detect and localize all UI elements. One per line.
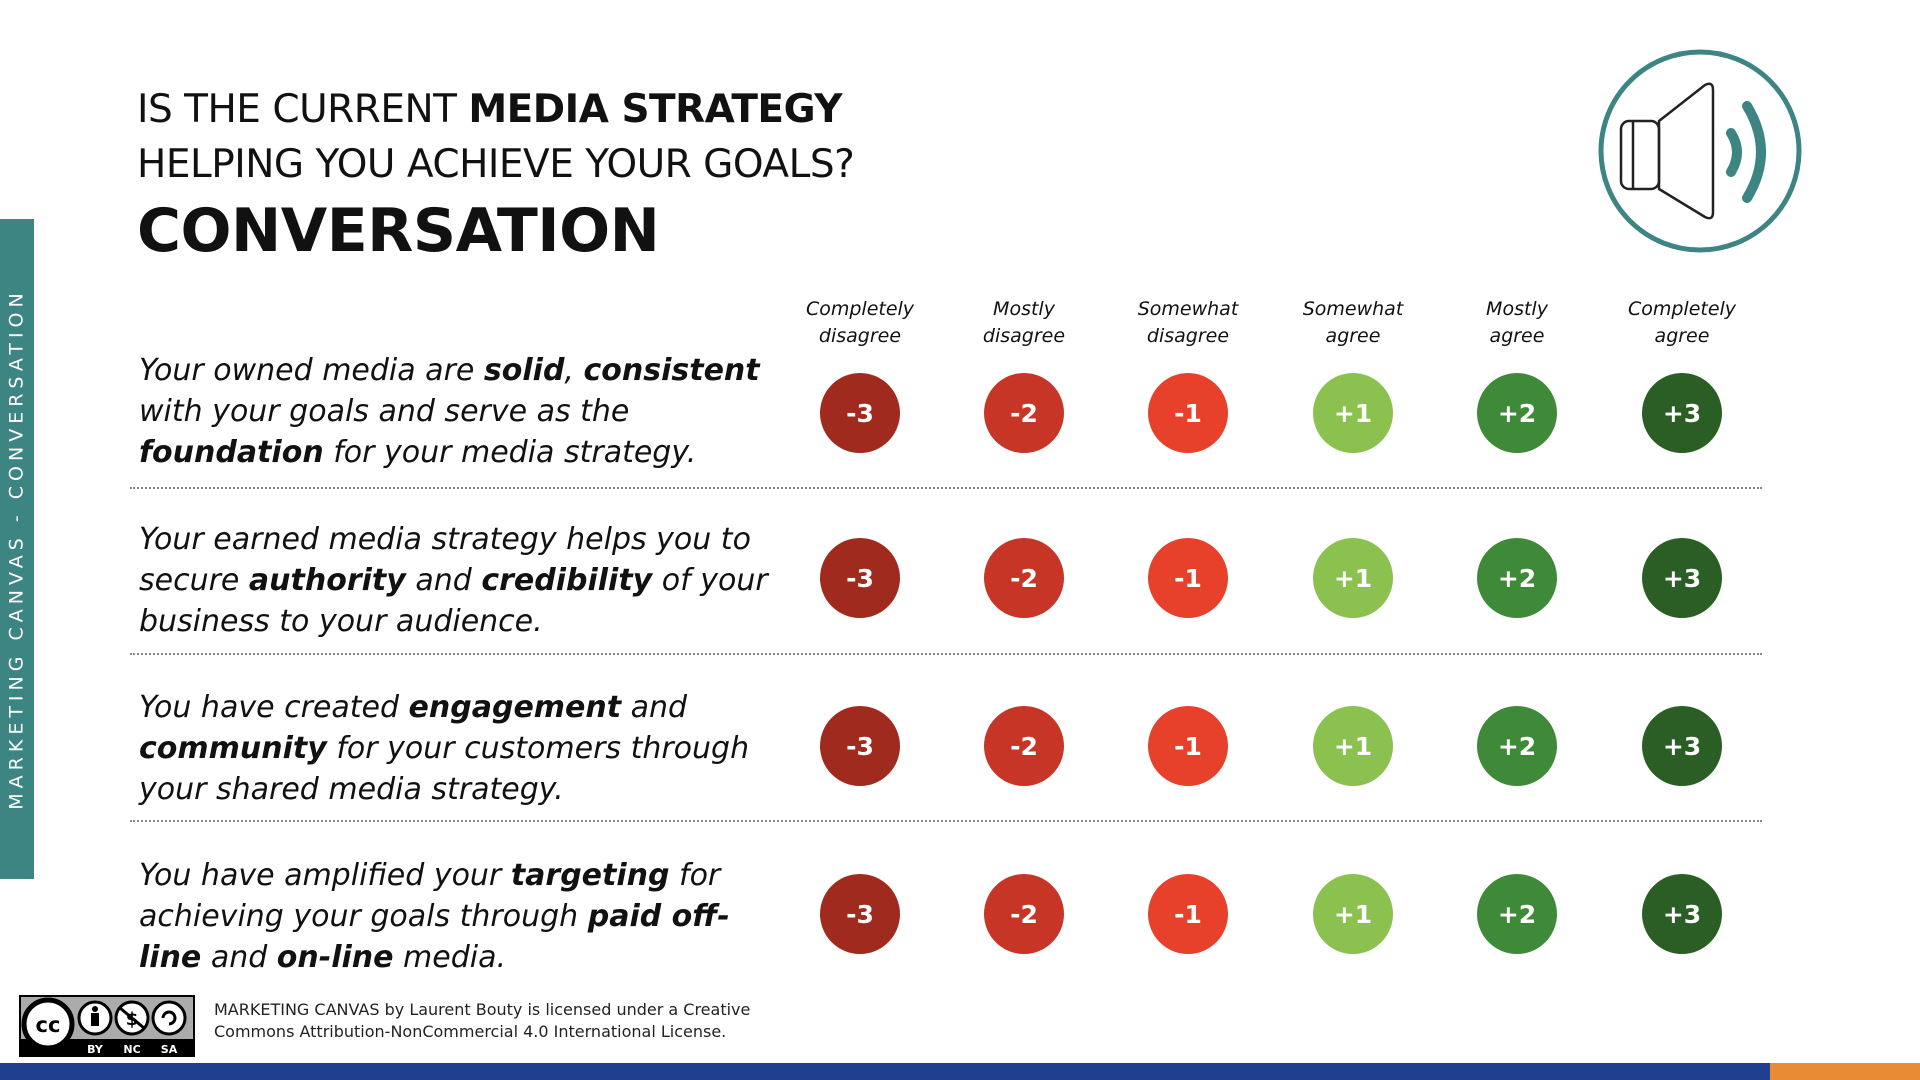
license-badge-by: BY bbox=[87, 1043, 104, 1056]
license-badge-sa: SA bbox=[161, 1043, 178, 1056]
svg-text:cc: cc bbox=[36, 1013, 61, 1037]
rating-option-minus1[interactable]: -1 bbox=[1148, 706, 1228, 786]
statement-fragment: with your goals and serve as the bbox=[139, 394, 630, 429]
title-line-2: HELPING YOU ACHIEVE YOUR GOALS? bbox=[137, 142, 855, 187]
statement-text-1: Your owned media are solid, consistent w… bbox=[139, 350, 779, 473]
scale-header-line1: Mostly bbox=[993, 298, 1055, 320]
title-line-1: IS THE CURRENT MEDIA STRATEGY bbox=[137, 82, 854, 137]
rating-option-minus2[interactable]: -2 bbox=[984, 874, 1064, 954]
footer-accent bbox=[1770, 1063, 1920, 1080]
rating-option-minus2[interactable]: -2 bbox=[984, 706, 1064, 786]
scale-header-line2: disagree bbox=[982, 325, 1066, 347]
statement-fragment: Your owned media are bbox=[139, 353, 484, 388]
title-line-1-prefix: IS THE CURRENT bbox=[137, 87, 469, 132]
rating-option-plus1[interactable]: +1 bbox=[1313, 706, 1393, 786]
rating-option-minus1[interactable]: -1 bbox=[1148, 538, 1228, 618]
statement-fragment: targeting bbox=[510, 858, 670, 893]
license-line-2: Commons Attribution-NonCommercial 4.0 In… bbox=[214, 1022, 727, 1041]
rating-option-plus2[interactable]: +2 bbox=[1477, 874, 1557, 954]
scale-header-line1: Completely bbox=[1627, 298, 1737, 320]
rating-option-plus2[interactable]: +2 bbox=[1477, 373, 1557, 453]
footer-bar bbox=[0, 1063, 1770, 1080]
speaker-volume-icon bbox=[1598, 49, 1802, 253]
statement-fragment: credibility bbox=[481, 563, 653, 598]
rating-option-minus2[interactable]: -2 bbox=[984, 538, 1064, 618]
statement-fragment: Your earned media strategy helps you to … bbox=[139, 522, 751, 598]
side-tab: MARKETING CANVAS - CONVERSATION bbox=[0, 219, 34, 879]
rating-option-plus1[interactable]: +1 bbox=[1313, 373, 1393, 453]
scale-header-row: Completely disagree Mostly disagree Somewhat… bbox=[0, 296, 1920, 352]
scale-header-line1: Completely bbox=[805, 298, 915, 320]
statement-fragment: foundation bbox=[139, 435, 324, 470]
scale-header-4: Somewhat agree bbox=[1278, 296, 1428, 350]
side-tab-label: MARKETING CANVAS - CONVERSATION bbox=[6, 288, 29, 810]
statement-fragment: consistent bbox=[583, 353, 760, 388]
rating-option-plus3[interactable]: +3 bbox=[1642, 538, 1722, 618]
scale-header-line2: agree bbox=[1654, 325, 1710, 347]
rating-option-minus1[interactable]: -1 bbox=[1148, 874, 1228, 954]
scale-header-line1: Somewhat bbox=[1137, 298, 1239, 320]
scale-header-6: Completely agree bbox=[1607, 296, 1757, 350]
statement-text-2: Your earned media strategy helps you to … bbox=[139, 519, 779, 642]
statement-fragment: community bbox=[139, 731, 327, 766]
statement-fragment: , bbox=[564, 353, 584, 388]
scale-header-line2: disagree bbox=[818, 325, 902, 347]
statement-fragment: on-line bbox=[276, 940, 394, 975]
rating-option-plus2[interactable]: +2 bbox=[1477, 538, 1557, 618]
statement-fragment: solid bbox=[483, 353, 565, 388]
rating-option-plus3[interactable]: +3 bbox=[1642, 706, 1722, 786]
statement-fragment: for your media strategy. bbox=[323, 435, 697, 470]
statement-text-4: You have amplified your targeting for ac… bbox=[139, 855, 779, 978]
scale-header-2: Mostly disagree bbox=[949, 296, 1099, 350]
statement-row-4: You have amplified your targeting for ac… bbox=[130, 855, 1762, 975]
rating-option-plus1[interactable]: +1 bbox=[1313, 538, 1393, 618]
scale-header-1: Completely disagree bbox=[785, 296, 935, 350]
license-badge-nc: NC bbox=[123, 1043, 140, 1056]
cc-by-nc-sa-icon: cc $ BY NC SA bbox=[19, 995, 195, 1057]
rating-option-plus3[interactable]: +3 bbox=[1642, 874, 1722, 954]
statement-fragment: and bbox=[405, 563, 482, 598]
statement-fragment: paid off-line bbox=[139, 899, 730, 975]
rating-option-minus3[interactable]: -3 bbox=[820, 538, 900, 618]
statement-row-2: Your earned media strategy helps you to … bbox=[130, 519, 1762, 655]
statement-fragment: of your business to your audience. bbox=[139, 563, 768, 639]
license-text: MARKETING CANVAS by Laurent Bouty is lic… bbox=[214, 999, 750, 1043]
statement-row-3: You have created engagement and communit… bbox=[130, 687, 1762, 822]
rating-option-minus3[interactable]: -3 bbox=[820, 874, 900, 954]
scale-header-line1: Mostly bbox=[1486, 298, 1548, 320]
rating-option-minus2[interactable]: -2 bbox=[984, 373, 1064, 453]
statement-row-1: Your owned media are solid, consistent w… bbox=[130, 350, 1762, 489]
scale-header-line1: Somewhat bbox=[1302, 298, 1404, 320]
statement-fragment: media. bbox=[393, 940, 507, 975]
scale-header-5: Mostly agree bbox=[1442, 296, 1592, 350]
rating-option-plus2[interactable]: +2 bbox=[1477, 706, 1557, 786]
rating-option-minus3[interactable]: -3 bbox=[820, 373, 900, 453]
statement-fragment: and bbox=[621, 690, 688, 725]
scale-header-line2: disagree bbox=[1146, 325, 1230, 347]
statement-fragment: for your customers through your shared m… bbox=[139, 731, 750, 807]
statement-text-3: You have created engagement and communit… bbox=[139, 687, 779, 810]
license-line-1: MARKETING CANVAS by Laurent Bouty is lic… bbox=[214, 1000, 751, 1019]
scale-header-3: Somewhat disagree bbox=[1113, 296, 1263, 350]
rating-option-plus3[interactable]: +3 bbox=[1642, 373, 1722, 453]
statement-fragment: You have amplified your bbox=[139, 858, 511, 893]
statement-fragment: authority bbox=[248, 563, 406, 598]
page-title: IS THE CURRENT MEDIA STRATEGY HELPING YO… bbox=[137, 82, 855, 192]
scale-header-line2: agree bbox=[1325, 325, 1381, 347]
statement-fragment: for achieving your goals through bbox=[139, 858, 721, 934]
scale-header-line2: agree bbox=[1489, 325, 1545, 347]
statement-fragment: engagement bbox=[408, 690, 622, 725]
rating-option-minus1[interactable]: -1 bbox=[1148, 373, 1228, 453]
section-heading: CONVERSATION bbox=[137, 196, 660, 266]
rating-option-minus3[interactable]: -3 bbox=[820, 706, 900, 786]
rating-option-plus1[interactable]: +1 bbox=[1313, 874, 1393, 954]
statement-fragment: and bbox=[201, 940, 277, 975]
title-line-1-bold: MEDIA STRATEGY bbox=[468, 87, 842, 132]
statement-fragment: You have created bbox=[139, 690, 409, 725]
